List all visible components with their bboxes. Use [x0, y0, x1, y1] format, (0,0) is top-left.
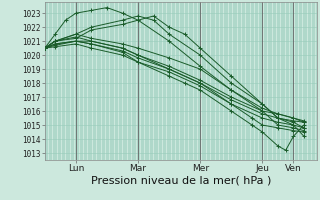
- X-axis label: Pression niveau de la mer( hPa ): Pression niveau de la mer( hPa ): [91, 176, 271, 186]
